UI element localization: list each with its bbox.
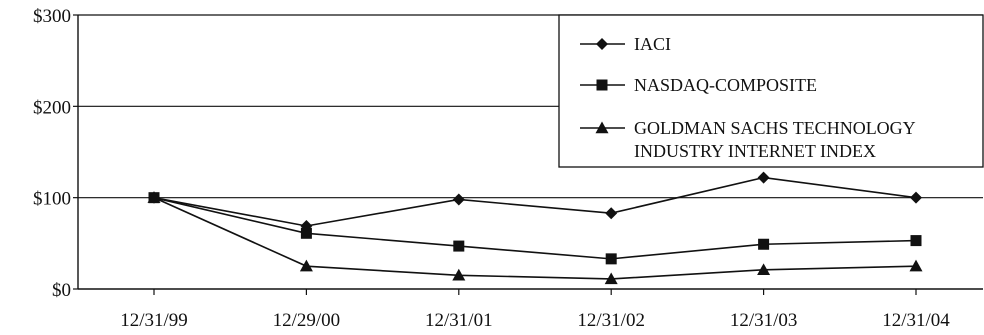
data-point-diamond [910, 191, 922, 204]
x-axis-ticks: 12/31/99 12/29/00 12/31/01 12/31/02 12/31/03… [120, 289, 950, 331]
x-tick-label: 12/31/99 [120, 310, 188, 331]
legend-label: GOLDMAN SACHS TECHNOLOGY [634, 118, 916, 138]
data-point-diamond [757, 171, 770, 184]
x-tick-label: 12/31/02 [577, 310, 645, 331]
y-tick-label: $100 [33, 189, 71, 210]
legend-item: GOLDMAN SACHS TECHNOLOGY INDUSTRY INTERNE… [580, 118, 916, 161]
legend: IACI NASDAQ-COMPOSITE GOLDMAN SACHS TECHNO… [558, 14, 984, 168]
data-point-diamond [148, 191, 160, 204]
y-axis-ticks: $0 $100 $200 $300 [33, 6, 78, 301]
data-point-diamond [300, 219, 313, 232]
data-point-triangle [452, 268, 466, 281]
series-line [153, 176, 917, 227]
series-group [147, 171, 923, 285]
y-tick-label: $200 [33, 97, 71, 118]
data-point-triangle [299, 259, 313, 272]
legend-label: IACI [634, 34, 671, 54]
legend-label: INDUSTRY INTERNET INDEX [634, 141, 876, 161]
data-point-diamond [452, 193, 465, 206]
x-tick-label: 12/31/01 [425, 310, 493, 331]
data-point-diamond [605, 207, 618, 220]
legend-marker-triangle [595, 121, 609, 134]
data-point-square [758, 238, 770, 250]
legend-label: NASDAQ-COMPOSITE [634, 75, 817, 95]
legend-marker-diamond [596, 38, 608, 50]
data-point-triangle [757, 263, 771, 276]
series-line [153, 196, 917, 280]
series-triangle [147, 191, 923, 285]
legend-item: IACI [580, 34, 671, 54]
x-tick-label: 12/29/00 [273, 310, 341, 331]
x-tick-label: 12/31/03 [730, 310, 798, 331]
data-point-square [453, 240, 465, 252]
legend-marker-square [596, 79, 608, 91]
data-point-square [910, 235, 922, 247]
series-diamond [148, 171, 922, 232]
x-tick-label: 12/31/04 [882, 310, 950, 331]
series-square [148, 192, 922, 265]
y-tick-label: $0 [52, 280, 71, 301]
series-line [153, 196, 917, 260]
data-point-triangle [909, 259, 923, 272]
data-point-triangle [604, 272, 618, 285]
y-tick-label: $300 [33, 6, 71, 27]
data-point-square [605, 253, 617, 265]
legend-item: NASDAQ-COMPOSITE [580, 75, 817, 95]
data-point-square [300, 227, 312, 239]
legend-box [558, 14, 984, 168]
axes [77, 15, 983, 290]
